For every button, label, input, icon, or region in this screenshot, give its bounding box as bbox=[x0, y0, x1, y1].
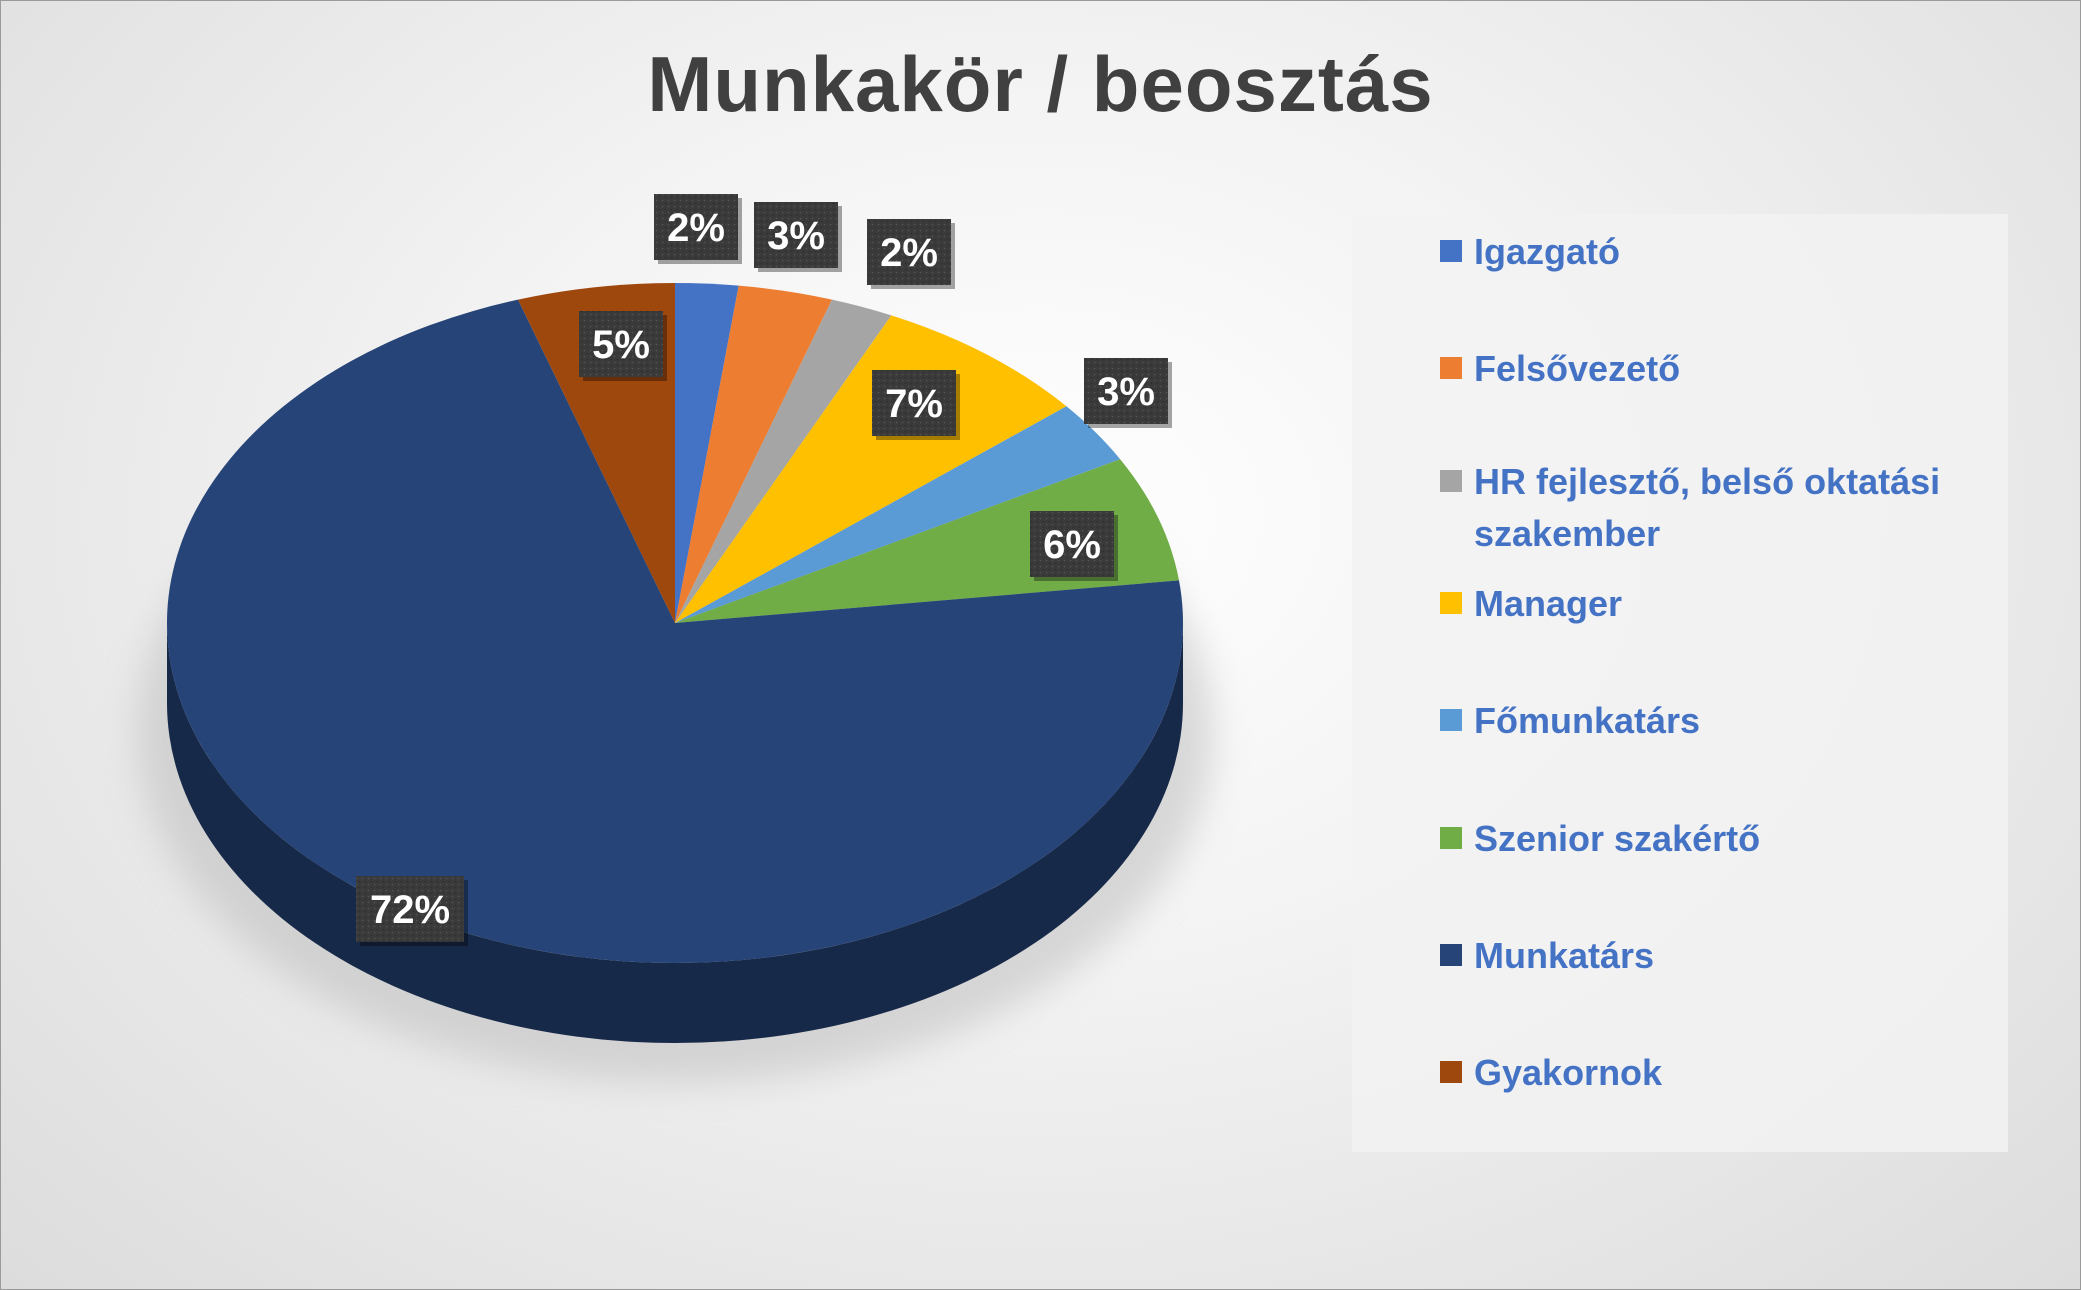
data-label-fomunkatars: 3% bbox=[1084, 358, 1172, 428]
legend-label-gyakornok: Gyakornok bbox=[1474, 1052, 1663, 1093]
pie-slice-munkatars bbox=[166, 299, 1184, 964]
legend-swatch-szenior-szakerto bbox=[1440, 827, 1462, 849]
pie-slice-felsovezeto bbox=[675, 285, 832, 623]
data-label-munkatars: 72% bbox=[356, 876, 468, 946]
data-label-text-fomunkatars: 3% bbox=[1097, 370, 1155, 414]
legend-item-fomunkatars: Főmunkatárs bbox=[1440, 695, 1944, 747]
legend-item-szenior-szakerto: Szenior szakértő bbox=[1440, 813, 1944, 865]
pie-slice-manager bbox=[675, 315, 1067, 623]
legend-label-hr-fejleszto: HR fejlesztő, belső oktatási szakember bbox=[1474, 461, 1941, 554]
data-label-text-munkatars: 72% bbox=[370, 888, 450, 932]
data-label-hr-fejleszto: 2% bbox=[867, 219, 955, 289]
legend-item-felsovezeto: Felsővezető bbox=[1440, 343, 1944, 395]
data-label-felsovezeto: 3% bbox=[754, 202, 842, 272]
pie-slice-szenior-szakerto bbox=[675, 459, 1179, 623]
data-label-szenior-szakerto: 6% bbox=[1030, 511, 1118, 581]
data-label-text-hr-fejleszto: 2% bbox=[880, 231, 938, 275]
legend-swatch-manager bbox=[1440, 592, 1462, 614]
chart-title: Munkakör / beosztás bbox=[647, 40, 1434, 128]
legend-swatch-gyakornok bbox=[1440, 1061, 1462, 1083]
data-label-text-igazgato: 2% bbox=[667, 206, 725, 250]
legend-item-manager: Manager bbox=[1440, 578, 1944, 630]
data-label-text-szenior-szakerto: 6% bbox=[1043, 523, 1101, 567]
legend: Igazgató Felsővezető HR fejlesztő, belső… bbox=[1352, 214, 2008, 1152]
legend-swatch-munkatars bbox=[1440, 944, 1462, 966]
pie-slice-igazgato bbox=[675, 283, 739, 623]
legend-item-gyakornok: Gyakornok bbox=[1440, 1047, 1944, 1099]
data-label-manager: 7% bbox=[872, 370, 960, 440]
legend-swatch-igazgato bbox=[1440, 240, 1462, 262]
data-label-text-felsovezeto: 3% bbox=[767, 214, 825, 258]
legend-swatch-fomunkatars bbox=[1440, 709, 1462, 731]
pie-slice-hr-fejleszto bbox=[675, 299, 892, 623]
legend-label-igazgato: Igazgató bbox=[1474, 231, 1621, 272]
legend-label-fomunkatars: Főmunkatárs bbox=[1474, 700, 1701, 741]
data-label-text-manager: 7% bbox=[885, 382, 943, 426]
legend-label-munkatars: Munkatárs bbox=[1474, 935, 1655, 976]
legend-swatch-felsovezeto bbox=[1440, 357, 1462, 379]
legend-item-igazgato: Igazgató bbox=[1440, 226, 1944, 278]
legend-label-manager: Manager bbox=[1474, 583, 1623, 624]
data-label-text-gyakornok: 5% bbox=[592, 323, 650, 367]
pie-slice-fomunkatars bbox=[675, 406, 1121, 623]
data-label-gyakornok: 5% bbox=[579, 311, 667, 381]
legend-item-hr-fejleszto: HR fejlesztő, belső oktatási szakember bbox=[1440, 456, 1944, 560]
legend-label-szenior-szakerto: Szenior szakértő bbox=[1474, 818, 1761, 859]
data-label-igazgato: 2% bbox=[654, 194, 742, 264]
legend-item-munkatars: Munkatárs bbox=[1440, 930, 1944, 982]
legend-swatch-hr-fejleszto bbox=[1440, 470, 1462, 492]
legend-label-felsovezeto: Felsővezető bbox=[1474, 348, 1681, 389]
pie-chart: 2% 3% 2% 7% 3% 6% 72% 5% bbox=[137, 194, 1213, 1083]
